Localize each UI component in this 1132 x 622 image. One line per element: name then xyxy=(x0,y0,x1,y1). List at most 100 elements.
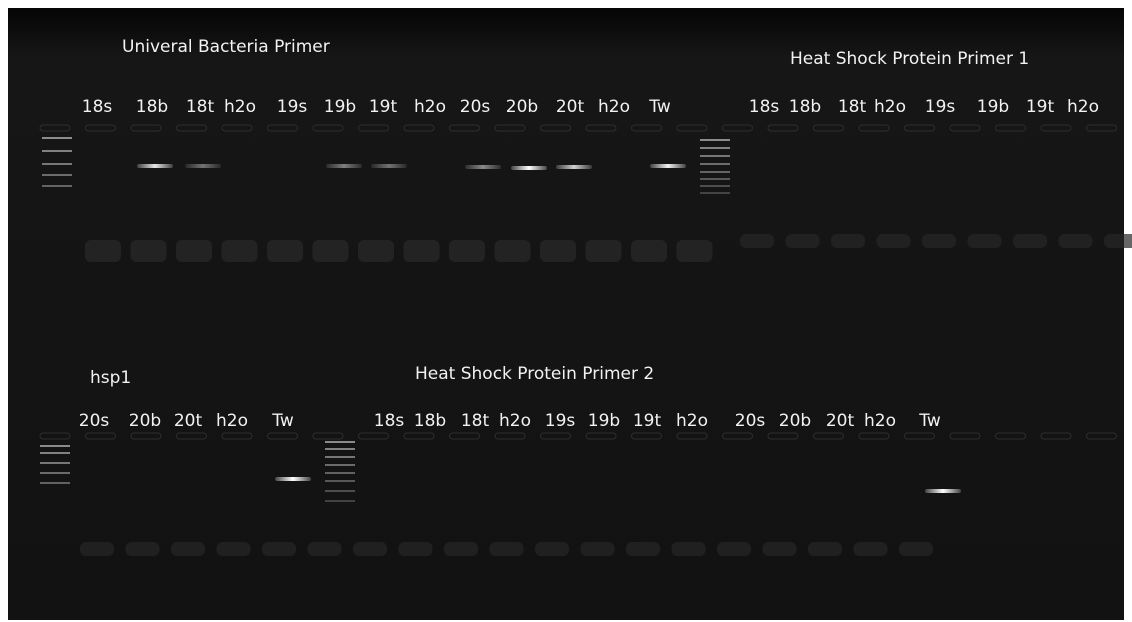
lane-label: 20b xyxy=(129,411,161,431)
ladder-band xyxy=(40,472,70,474)
ladder-band xyxy=(325,490,355,492)
lane-label: 20t xyxy=(556,97,585,117)
smear xyxy=(267,240,303,262)
smear xyxy=(490,542,524,556)
lane-label: 18b xyxy=(414,411,446,431)
band xyxy=(925,489,961,493)
smear xyxy=(495,240,531,262)
ladder-band xyxy=(700,147,730,149)
ladder-band xyxy=(325,480,355,482)
lane-label: Tw xyxy=(271,411,294,431)
lane-label: h2o xyxy=(1067,97,1099,117)
band xyxy=(650,164,686,168)
lane-label: 18s xyxy=(749,97,780,117)
smear xyxy=(626,542,660,556)
lane-label: 18t xyxy=(461,411,490,431)
lane-label: h2o xyxy=(676,411,708,431)
smear xyxy=(171,542,205,556)
smear xyxy=(444,542,478,556)
smear xyxy=(740,234,774,248)
lane-label: h2o xyxy=(216,411,248,431)
smear xyxy=(262,542,296,556)
lane-label: 19s xyxy=(925,97,956,117)
band xyxy=(275,477,311,481)
lane-label: 20s xyxy=(460,97,491,117)
ladder-band xyxy=(700,163,730,165)
ladder-band xyxy=(42,137,72,139)
ladder-band xyxy=(325,464,355,466)
band xyxy=(326,164,362,168)
band xyxy=(137,164,173,168)
smear xyxy=(717,542,751,556)
lane-label: 19s xyxy=(277,97,308,117)
smear xyxy=(586,240,622,262)
smear xyxy=(808,542,842,556)
ladder-band xyxy=(42,185,72,187)
lane-label: h2o xyxy=(224,97,256,117)
lane-label: 18b xyxy=(136,97,168,117)
smear xyxy=(854,542,888,556)
ladder-band xyxy=(700,171,730,173)
smear xyxy=(1059,234,1093,248)
smear xyxy=(786,234,820,248)
smear xyxy=(449,240,485,262)
band xyxy=(371,164,407,168)
ladder-band xyxy=(325,456,355,458)
smear xyxy=(313,240,349,262)
smear xyxy=(126,542,160,556)
ladder-band xyxy=(700,178,730,180)
lane-label: 18s xyxy=(374,411,405,431)
lane-label: 19b xyxy=(324,97,356,117)
lane-label: 20s xyxy=(79,411,110,431)
smear xyxy=(1013,234,1047,248)
smear xyxy=(85,240,121,262)
smear xyxy=(763,542,797,556)
smear xyxy=(581,542,615,556)
band xyxy=(465,165,501,169)
smear xyxy=(176,240,212,262)
lane-label: 19b xyxy=(588,411,620,431)
band xyxy=(511,166,547,170)
lane-label: 19b xyxy=(977,97,1009,117)
lane-label: h2o xyxy=(864,411,896,431)
gel-image: Univeral Bacteria Primer Heat Shock Prot… xyxy=(0,0,1132,622)
section-title: Heat Shock Protein Primer 2 xyxy=(415,364,654,384)
smear xyxy=(540,240,576,262)
ladder-band xyxy=(40,452,70,454)
lane-label: 18s xyxy=(82,97,113,117)
smear xyxy=(353,542,387,556)
ladder-band xyxy=(325,500,355,502)
lane-label: 19t xyxy=(633,411,662,431)
smear xyxy=(217,542,251,556)
smear xyxy=(831,234,865,248)
smear xyxy=(968,234,1002,248)
lane-label: 19t xyxy=(369,97,398,117)
ladder-band xyxy=(700,155,730,157)
ladder-band xyxy=(325,448,355,450)
smear xyxy=(80,542,114,556)
smear xyxy=(899,542,933,556)
lane-label: h2o xyxy=(499,411,531,431)
lane-label: 19s xyxy=(545,411,576,431)
lane-label: h2o xyxy=(598,97,630,117)
smear xyxy=(399,542,433,556)
ladder-band xyxy=(40,462,70,464)
ladder-band xyxy=(42,150,72,152)
smear xyxy=(535,542,569,556)
lane-label: Tw xyxy=(918,411,941,431)
lane-label: 20b xyxy=(779,411,811,431)
lane-label: 20s xyxy=(735,411,766,431)
lane-label: h2o xyxy=(874,97,906,117)
section-title: Heat Shock Protein Primer 1 xyxy=(790,49,1029,69)
smear xyxy=(1104,234,1132,248)
lane-label: 18b xyxy=(789,97,821,117)
ladder-band xyxy=(40,482,70,484)
band xyxy=(185,164,221,168)
ladder-band xyxy=(700,185,730,187)
smear xyxy=(677,240,713,262)
lane-label: h2o xyxy=(414,97,446,117)
band xyxy=(556,165,592,169)
lane-label: Tw xyxy=(648,97,671,117)
lane-label: 20t xyxy=(826,411,855,431)
ladder-band xyxy=(40,445,70,447)
